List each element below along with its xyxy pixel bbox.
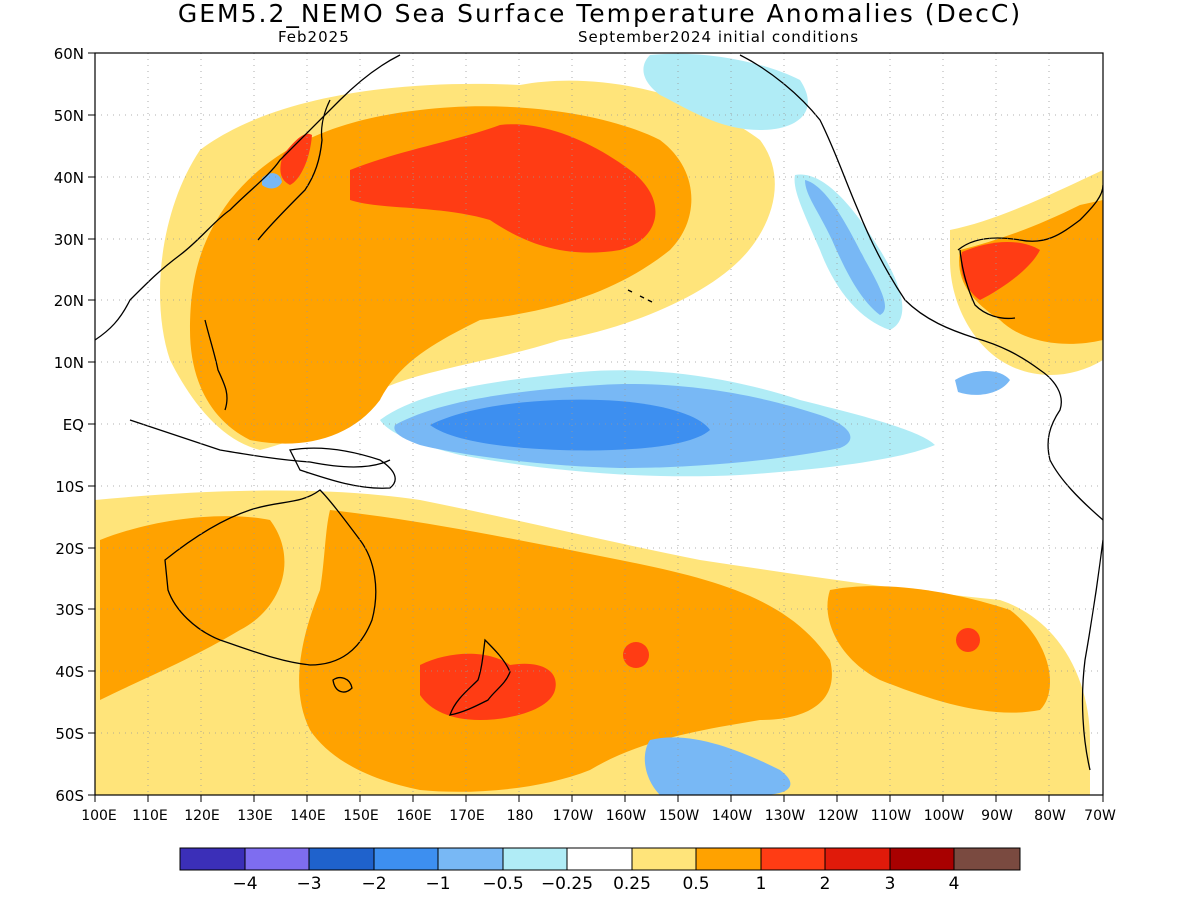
colorbar-swatch [438,848,503,870]
colorbar-swatch [954,848,1020,870]
lon-label: 160E [396,808,432,824]
colorbar-swatch [374,848,438,870]
coastline-australia [164,489,377,666]
colorbar-swatch [632,848,696,870]
lat-label: 10N [54,354,84,372]
anomaly-spot-south-hot [623,642,649,668]
colorbar-label: −0.25 [541,874,593,894]
lon-label: 80W [1034,808,1066,824]
colorbar-label: 1 [756,874,767,894]
coastline-philippines [204,319,228,411]
colorbar-swatch [696,848,761,870]
lat-label: 60N [54,45,84,63]
anomaly-region-nw-pacific-cool [262,173,282,189]
lat-label: 40N [54,169,84,187]
forecast-month: Feb2025 [278,28,350,46]
colorbar-swatch [309,848,374,870]
lat-label: 30S [55,601,84,619]
anomaly-region-tasman-hot [420,653,556,720]
anomaly-region-california-current-medium [805,180,885,315]
anomaly-region-japan-hot [280,133,312,185]
lon-label: 100E [81,808,117,824]
lon-label: 140E [290,808,326,824]
lon-label: 180 [507,808,534,824]
anomaly-region-southeast-pacific-orange [827,586,1050,713]
lat-label: 20S [55,540,84,558]
anomaly-spot-se-pacific-hot [956,628,980,652]
lat-label: 10S [55,478,84,496]
initial-conditions: September2024 initial conditions [578,28,860,46]
lon-label: 100W [924,808,965,824]
lat-label: 30N [54,231,84,249]
coastline-hawaii [627,289,653,303]
lat-label: EQ [63,416,84,434]
colorbar-label: −4 [232,874,257,894]
coastline-indonesia [129,419,391,468]
lon-label: 140W [712,808,753,824]
anomaly-region-north-pacific-hot [350,124,656,253]
colorbar-label: 4 [949,874,960,894]
graticule [95,53,1103,795]
lon-label: 70W [1084,808,1116,824]
colorbar-label: 0.25 [613,874,651,894]
colorbar-swatch [503,848,567,870]
colorbar-label: 2 [820,874,831,894]
anomaly-region-southern-ocean-cool [644,737,791,795]
colorbar-swatch [180,848,245,870]
colorbar-label: 0.5 [682,874,709,894]
coastline-asia [95,54,401,341]
map-title: GEM5.2_NEMO Sea Surface Temperature Anom… [177,0,1023,28]
coastline-south-america [1081,539,1103,771]
colorbar-swatch [825,848,890,870]
coastline-new-zealand [449,638,511,716]
coastlines [95,54,1103,771]
anomaly-region-eastern-tropics-cool [955,371,1010,395]
lat-label: 60S [55,787,84,805]
anomaly-region-cold-tongue-core [430,399,710,451]
lat-label: 50N [54,107,84,125]
lat-label: 20N [54,292,84,310]
anomaly-region-south-pacific-orange [299,510,832,792]
colorbar-label: −1 [425,874,450,894]
lat-label: 40S [55,663,84,681]
lon-label: 130W [765,808,806,824]
axis-ticks [88,52,1104,802]
anomaly-region-north-cool [643,53,808,130]
colorbar: −4 −3 −2 −1 −0.5 −0.25 0.25 0.5 1 2 3 4 [179,847,1021,894]
lon-label: 170E [449,808,485,824]
colorbar-label: −0.5 [482,874,523,894]
colorbar-label: −2 [361,874,386,894]
coastline-new-guinea [289,447,396,489]
coastline-north-america [739,54,1103,521]
coastline-tasmania [332,677,353,693]
colorbar-swatch [567,848,632,870]
anomaly-region-gulf-mexico-orange [959,200,1103,344]
lon-label: 90W [981,808,1013,824]
lon-label: 150E [343,808,379,824]
lat-label: 50S [55,725,84,743]
anomaly-region-gulf-mexico-hot [960,241,1040,300]
lon-label: 160W [606,808,647,824]
lon-label: 170W [553,808,594,824]
lon-label: 120E [184,808,220,824]
lon-label: 130E [237,808,273,824]
lon-label: 110E [132,808,168,824]
colorbar-swatch [245,848,309,870]
colorbar-label: −3 [296,874,321,894]
colorbar-label: 3 [885,874,896,894]
colorbar-swatch [890,848,954,870]
lon-label: 120W [818,808,859,824]
anomaly-region-australia-west-orange [100,516,285,700]
lon-label: 150W [659,808,700,824]
coastline-japan [257,99,331,241]
lon-label: 110W [871,808,912,824]
coastline-gulf-mexico [957,184,1103,320]
colorbar-swatch [761,848,825,870]
